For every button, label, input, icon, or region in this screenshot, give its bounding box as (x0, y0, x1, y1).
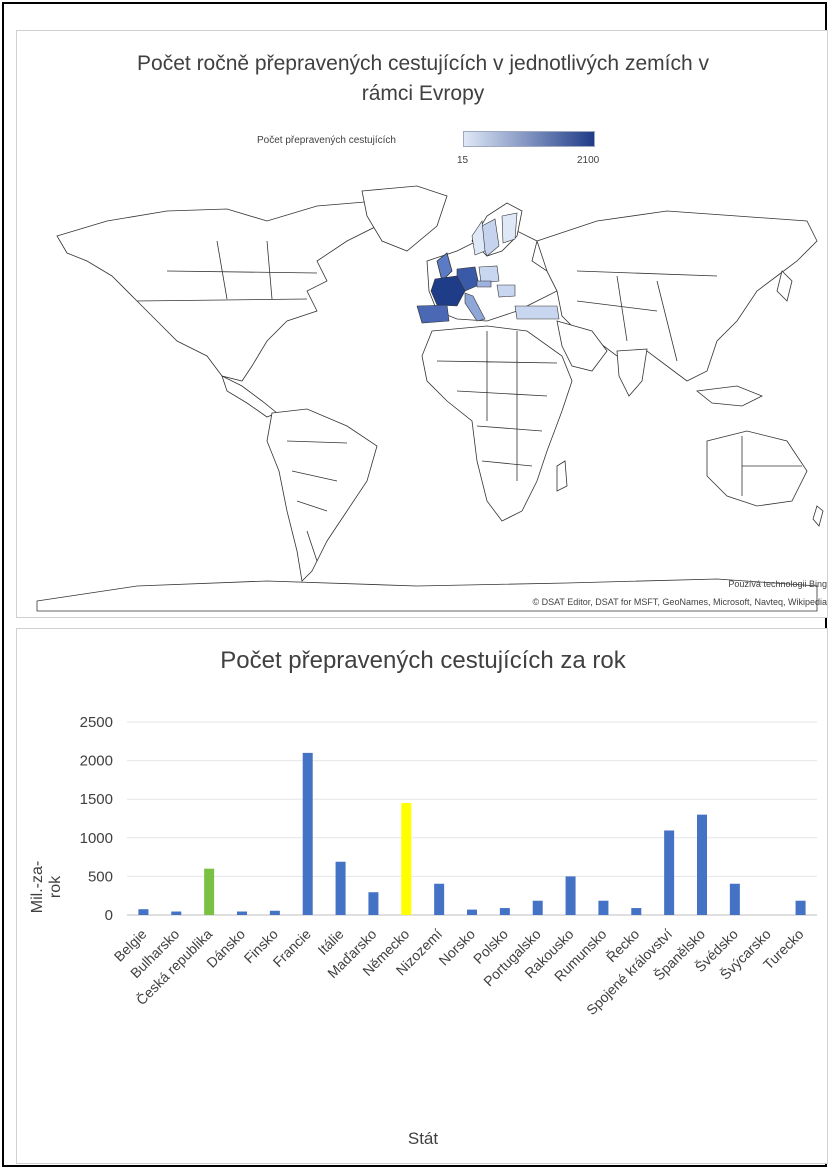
map-australia (706, 430, 808, 507)
map-antarctica (36, 578, 818, 612)
map-japan (776, 270, 793, 302)
map-south-america-borders (286, 440, 348, 562)
bar-8 (401, 803, 412, 915)
map-canada-lines (166, 240, 318, 300)
map-asia (536, 210, 818, 382)
map-title-line1: Počet ročně přepravených cestujících v j… (137, 52, 709, 75)
x-tick-label: Norsko (435, 926, 478, 969)
map-arabia (556, 320, 608, 372)
bar-chart-x-axis-label: Stát (407, 1129, 439, 1148)
bar-7 (368, 892, 379, 915)
y-tick-label: 2500 (80, 714, 113, 731)
bar-chart-bars (138, 752, 806, 915)
bar-4 (269, 910, 280, 915)
bar-0 (138, 909, 149, 915)
map-madagascar (556, 460, 568, 492)
map-australia-borders (741, 436, 802, 496)
map-czech (476, 280, 492, 288)
map-new-zealand (812, 505, 824, 527)
bar-3 (237, 911, 247, 915)
map-title: Počet ročně přepravených cestujících v j… (17, 49, 829, 109)
bar-2 (204, 868, 215, 915)
y-tick-label: 1000 (80, 830, 113, 847)
map-se-asia (696, 385, 763, 407)
map-chart-panel: Počet ročně přepravených cestujících v j… (16, 30, 828, 618)
map-usa-border (136, 298, 308, 302)
map-uk (436, 252, 453, 282)
map-legend-label: Počet přepravených cestujících (257, 135, 396, 146)
y-tick-label: 0 (105, 907, 113, 924)
bar-18 (729, 883, 740, 915)
bar-chart-y-axis-label: Mil.-za-rok (29, 860, 64, 914)
map-spain (416, 304, 450, 324)
map-poland (478, 265, 500, 284)
bar-12 (532, 900, 543, 915)
map-india (616, 348, 648, 397)
map-italy (464, 292, 486, 322)
bar-6 (335, 861, 346, 915)
map-greenland (361, 185, 448, 252)
map-africa (421, 325, 573, 522)
bar-10 (467, 909, 477, 915)
bar-13 (565, 876, 576, 915)
map-south-america (266, 408, 378, 582)
bar-20 (795, 900, 806, 915)
bar-1 (171, 911, 182, 915)
y-tick-label: 2000 (80, 753, 113, 770)
bar-chart-y-ticks: 0 500 1000 1500 2000 2500 (80, 714, 113, 924)
bar-chart: 0 500 1000 1500 2000 2500 BelgieBulharskoČesk… (80, 714, 817, 1018)
map-central-america (221, 375, 278, 418)
bar-chart-gridlines (127, 721, 817, 916)
map-norway (471, 220, 486, 256)
bar-5 (302, 752, 313, 915)
map-title-line2: rámci Evropy (361, 82, 485, 105)
bar-chart-title: Počet přepravených cestujících za rok (220, 647, 626, 674)
map-finland (501, 212, 518, 244)
map-africa-borders (436, 331, 558, 481)
bar-9 (434, 883, 445, 915)
bar-17 (697, 814, 707, 915)
map-legend-min: 15 (457, 155, 469, 166)
map-north-america (56, 200, 398, 382)
map-legend-max: 2100 (577, 155, 600, 166)
bar-15 (631, 908, 642, 915)
map-germany (456, 266, 480, 292)
bar-14 (598, 900, 609, 915)
bar-16 (664, 830, 675, 915)
map-legend-gradient (463, 131, 595, 147)
bar-chart-panel: 0 500 1000 1500 2000 2500 Belgie Bulharsko Česk… (16, 628, 828, 1164)
map-credit-bing: Používá technologii Bing (728, 579, 827, 589)
map-turkey (514, 305, 560, 320)
bar-11 (499, 908, 510, 915)
y-tick-label: 500 (88, 868, 113, 885)
world-map (36, 185, 824, 612)
y-tick-label: 1500 (80, 791, 113, 808)
map-romania (496, 284, 516, 298)
map-asia-borders (576, 270, 718, 362)
map-credit-sources: © DSAT Editor, DSAT for MSFT, GeoNames, … (532, 597, 827, 607)
